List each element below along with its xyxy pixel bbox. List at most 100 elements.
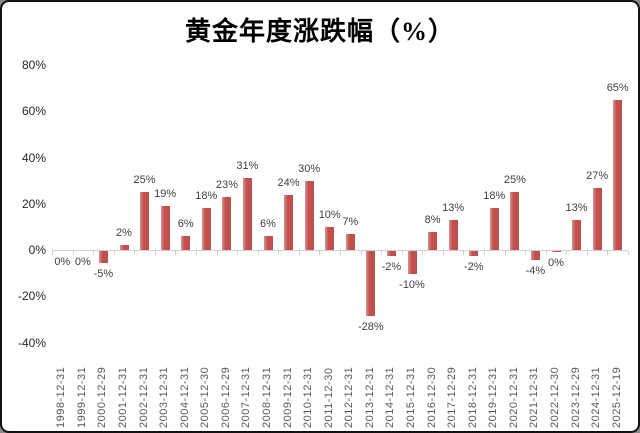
bar-value-label: 31% <box>236 160 259 173</box>
x-axis-tick <box>463 251 465 255</box>
y-axis-tick-label: 80% <box>21 58 46 72</box>
bar-value-label: -10% <box>399 279 425 292</box>
bar-value-label: -2% <box>463 260 484 273</box>
bar <box>284 194 294 250</box>
bar <box>428 231 438 250</box>
bar-value-label: 0% <box>54 256 71 268</box>
bar-value-label: -4% <box>525 265 546 278</box>
bar-value-label: 25% <box>133 174 156 187</box>
bar-value-label: 30% <box>298 162 321 175</box>
x-axis-label: 2000-12-29 <box>96 366 109 428</box>
bar <box>572 219 582 250</box>
bar-value-label: 13% <box>442 201 465 214</box>
bar <box>510 192 520 250</box>
x-axis-tick <box>196 251 197 255</box>
bar-value-label: 0% <box>548 256 564 269</box>
x-axis-label: 1999-12-31 <box>75 366 88 428</box>
x-axis-tick <box>72 251 74 255</box>
bar-value-label: 65% <box>606 81 629 94</box>
x-axis-label: 2011-12-30 <box>322 367 335 428</box>
x-axis-label: 2020-12-31 <box>507 366 520 428</box>
bar-value-label: 8% <box>424 213 441 226</box>
x-axis-label: 2015-12-31 <box>405 366 417 428</box>
x-axis-label: 2003-12-31 <box>158 366 171 428</box>
bar <box>407 251 417 275</box>
x-axis-tick <box>154 251 156 255</box>
bar <box>98 251 108 263</box>
x-axis-tick <box>607 251 609 255</box>
y-axis-tick-label: 20% <box>21 196 46 211</box>
x-axis-label: 2001-12-31 <box>117 366 129 428</box>
y-axis-tick-label: -20% <box>17 289 46 304</box>
x-axis-label: 2018-12-31 <box>466 366 479 428</box>
x-axis-tick <box>278 251 280 255</box>
bar-value-label: 18% <box>483 190 506 203</box>
x-axis-tick <box>175 251 177 255</box>
x-axis-tick <box>628 251 629 255</box>
bar-value-label: 19% <box>154 188 177 201</box>
x-axis-label: 2024-12-31 <box>590 366 603 428</box>
bar-value-label: 27% <box>586 169 609 182</box>
bar <box>119 245 129 250</box>
x-axis-tick <box>237 251 239 255</box>
x-axis-tick <box>566 251 568 255</box>
bar-value-label: 25% <box>503 174 526 187</box>
bar-value-label: 13% <box>565 201 588 214</box>
x-axis-label: 2007-12-31 <box>240 366 253 428</box>
x-axis-tick <box>504 251 506 255</box>
x-axis-tick <box>52 251 53 255</box>
x-axis-tick <box>113 251 115 255</box>
x-axis-tick <box>484 251 485 255</box>
bar-value-label: 0% <box>74 256 91 268</box>
x-axis-tick <box>298 251 300 255</box>
x-axis-label: 2002-12-31 <box>137 366 150 428</box>
x-axis-label: 2004-12-31 <box>178 366 191 428</box>
bar <box>469 251 479 256</box>
x-axis-label: 2008-12-31 <box>261 366 273 428</box>
bar <box>551 251 561 252</box>
x-axis-label: 2025-12-19 <box>610 366 623 428</box>
x-axis-label: 2009-12-31 <box>281 366 294 428</box>
x-axis-tick <box>360 251 362 255</box>
x-axis-line <box>52 250 628 251</box>
bar <box>222 196 232 250</box>
bar <box>181 236 191 250</box>
x-axis-tick <box>442 251 444 255</box>
bar-value-label: 23% <box>215 178 238 191</box>
y-axis-tick-label: 40% <box>21 150 46 165</box>
x-axis-label: 2016-12-30 <box>425 366 438 428</box>
x-axis-tick <box>257 251 259 255</box>
x-axis-label: 2013-12-31 <box>363 366 376 428</box>
x-axis-tick <box>525 251 527 255</box>
y-axis-tick-label: -40% <box>17 335 46 350</box>
x-axis-tick <box>401 251 403 255</box>
bar <box>160 206 170 250</box>
y-axis-tick-label: 0% <box>28 243 46 257</box>
bar-value-label: 18% <box>195 190 218 203</box>
bar-value-label: 7% <box>342 215 359 228</box>
x-axis-tick <box>340 251 341 255</box>
bar-value-label: 6% <box>260 218 276 231</box>
bar <box>140 192 150 250</box>
x-axis-label: 2012-12-31 <box>343 366 356 428</box>
x-axis-label: 2014-12-31 <box>384 366 397 428</box>
chart-title: 黄金年度涨跌幅（%） <box>184 17 455 46</box>
x-axis-label: 2019-12-31 <box>487 366 500 428</box>
x-axis-tick <box>586 251 588 255</box>
bar-value-label: 24% <box>277 176 300 189</box>
x-axis-tick <box>134 251 136 255</box>
y-axis-tick-label: 60% <box>21 104 46 119</box>
x-axis-label: 1998-12-31 <box>55 366 68 428</box>
bar <box>263 236 273 250</box>
bar <box>345 233 355 250</box>
bar <box>386 251 396 256</box>
bar <box>613 99 623 250</box>
bar-value-label: -5% <box>93 267 114 280</box>
bar-value-label: -2% <box>381 260 402 273</box>
bar <box>592 187 602 250</box>
x-axis-label: 2022-12-30 <box>549 366 561 428</box>
bar <box>448 219 458 250</box>
x-axis-tick <box>319 251 321 255</box>
x-axis-label: 2010-12-31 <box>302 366 315 428</box>
